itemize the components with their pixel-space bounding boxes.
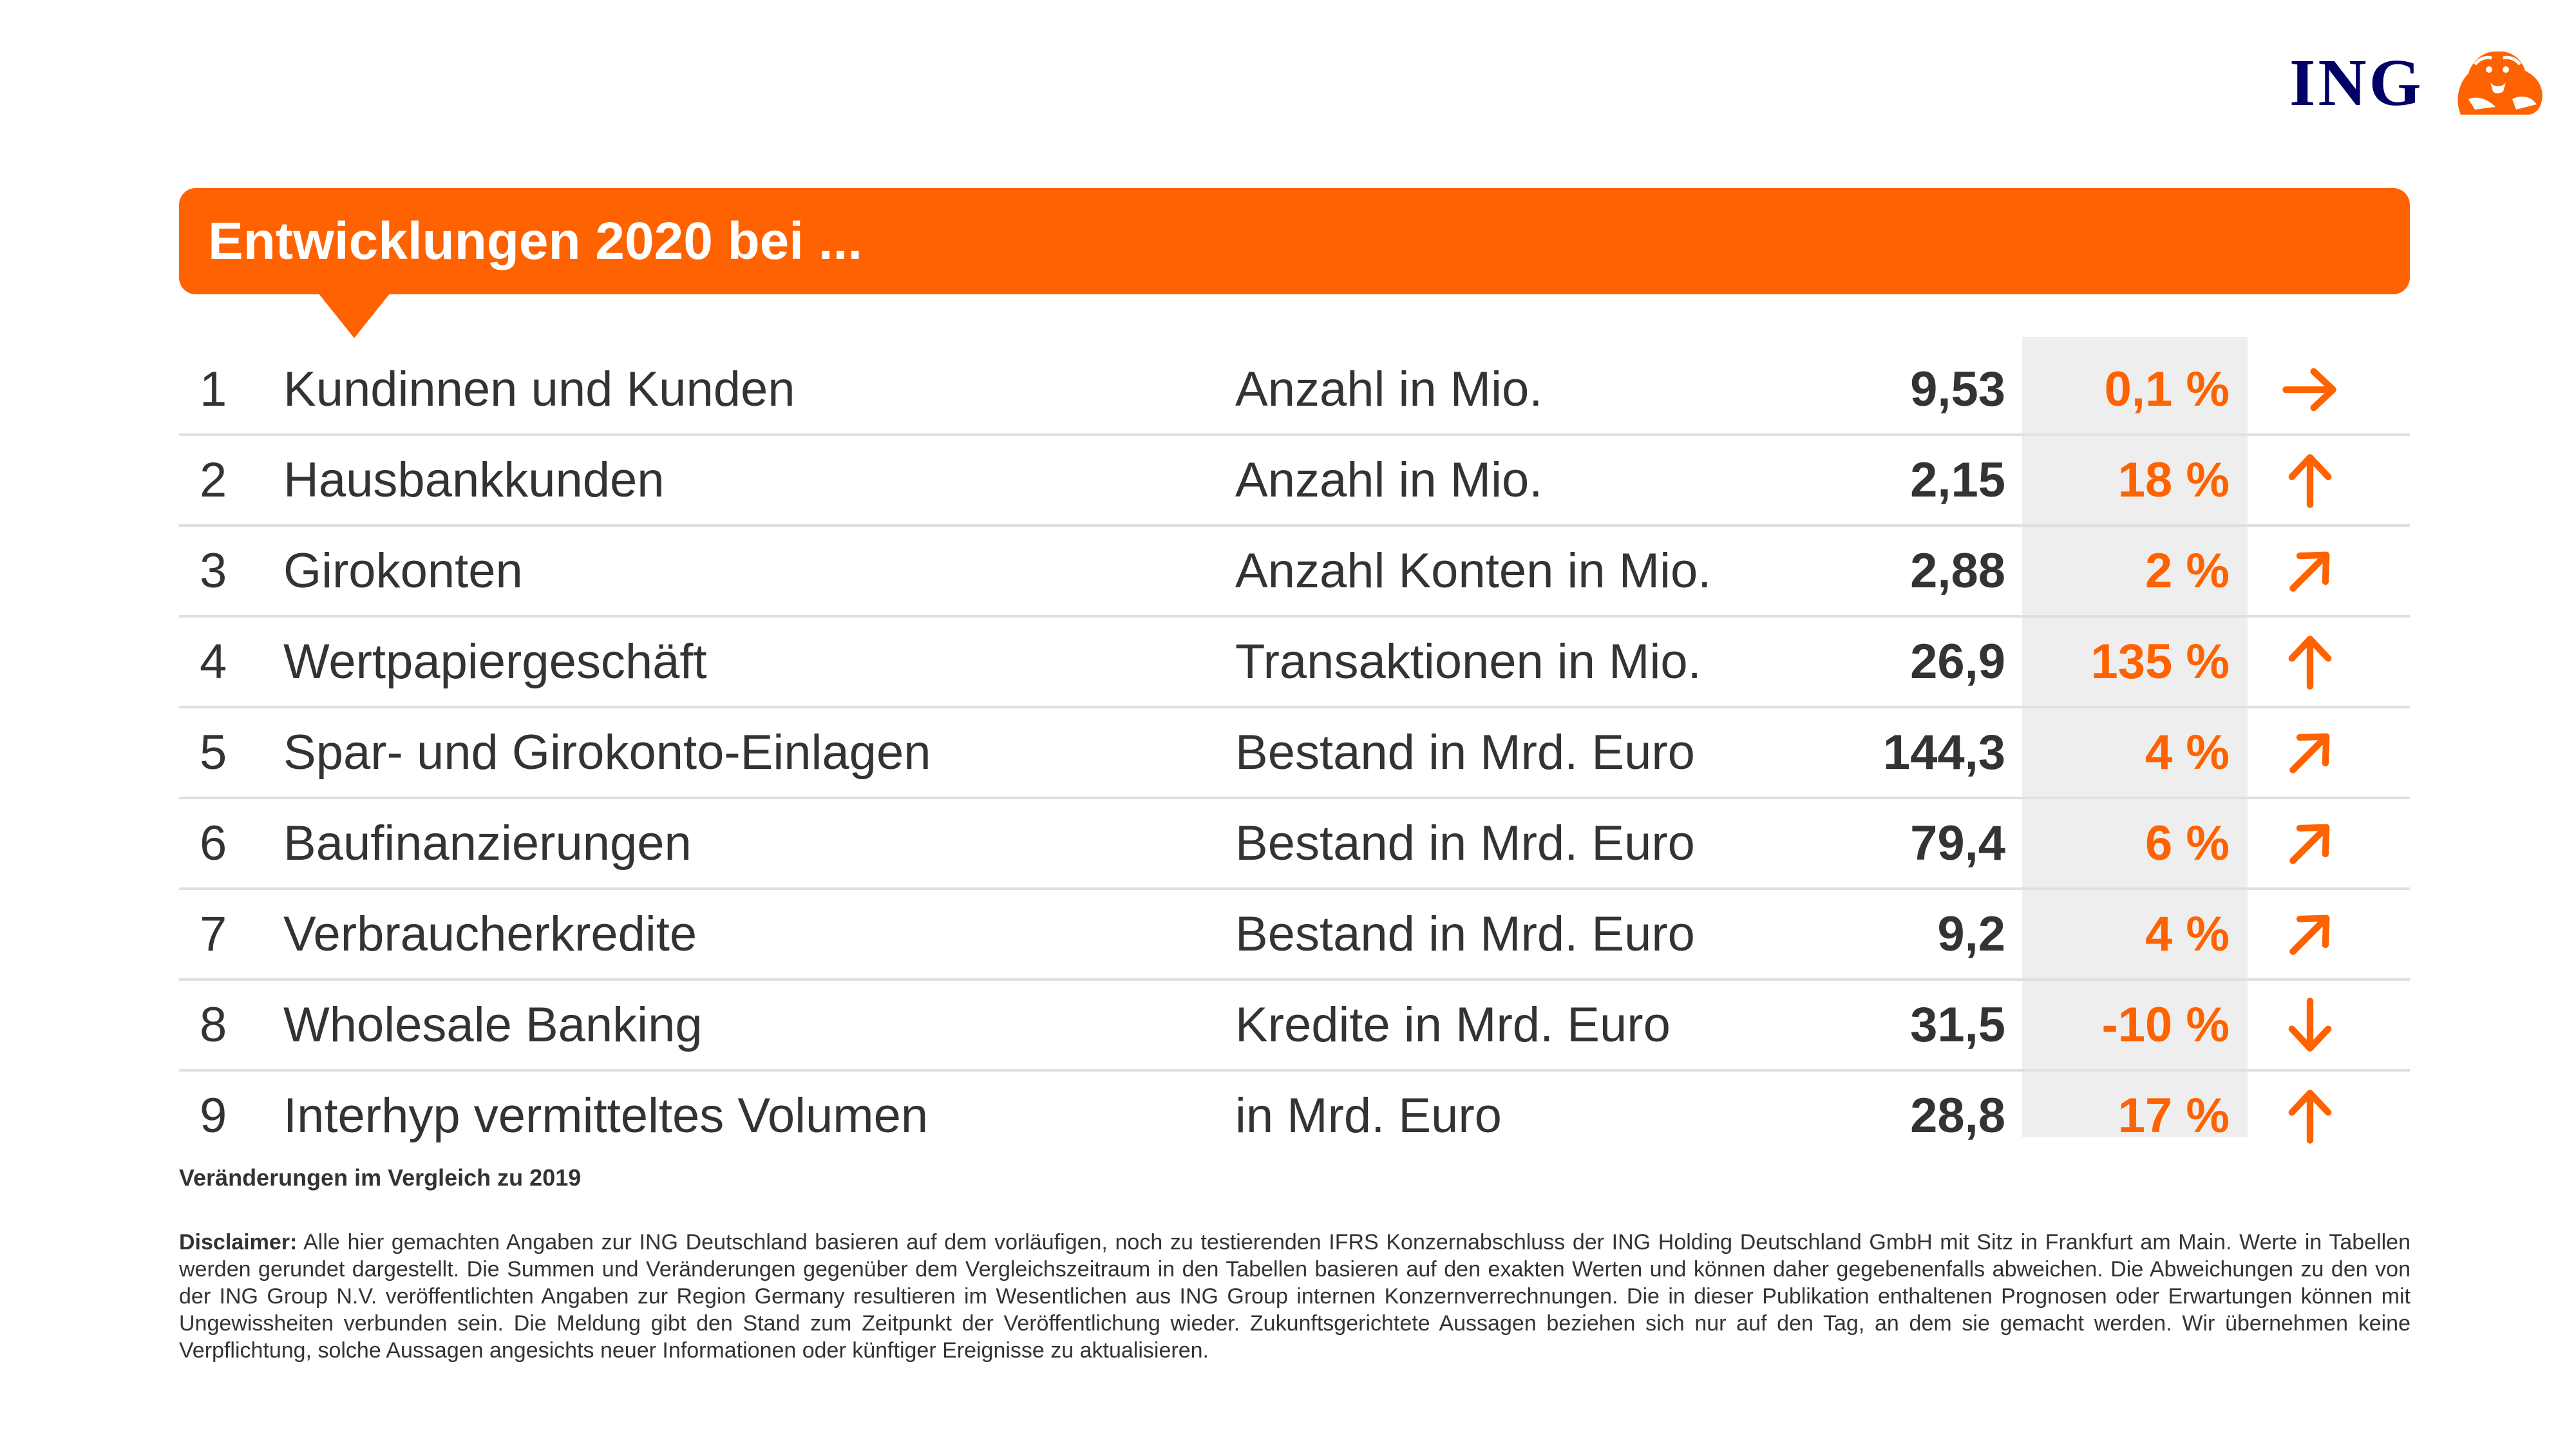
row-value: 28,8 [1910,1088,2005,1143]
developments-table: 1 Kundinnen und Kunden Anzahl in Mio. 9,53 0… [179,345,2410,1160]
row-unit: Bestand in Mrd. Euro [1235,907,1695,961]
comparison-note: Veränderungen im Vergleich zu 2019 [179,1164,582,1191]
table-row: 9 Interhyp vermitteltes Volumen in Mrd. Eu… [179,1072,2410,1160]
table-row: 2 Hausbankkunden Anzahl in Mio. 2,15 18 % [179,436,2410,527]
table-row: 8 Wholesale Banking Kredite in Mrd. Euro 31… [179,981,2410,1072]
row-change: 18 % [2117,453,2230,507]
row-unit: Kredite in Mrd. Euro [1235,998,1671,1052]
row-unit: Anzahl in Mio. [1235,362,1543,417]
table-row: 4 Wertpapiergeschäft Transaktionen in Mio.… [179,618,2410,708]
row-change: 135 % [2090,634,2230,689]
disclaimer-text: Alle hier gemachten Angaben zur ING Deut… [179,1230,2410,1363]
trend-arrow-up-right-icon [2289,824,2330,864]
row-change: 4 % [2145,725,2230,780]
row-label: Spar- und Girokonto-Einlagen [283,725,931,780]
trend-arrow-down-icon [2288,998,2332,1052]
table-row: 5 Spar- und Girokonto-Einlagen Bestand in … [179,708,2410,799]
trend-arrow-up-icon [2288,1090,2332,1144]
row-label: Interhyp vermitteltes Volumen [283,1088,929,1143]
row-label: Verbraucherkredite [283,907,697,961]
banner-pointer [316,290,393,338]
trend-arrow-right-icon [2282,368,2336,412]
trend-arrow-up-icon [2288,454,2332,508]
lion-icon [2458,51,2543,115]
row-label: Hausbankkunden [283,453,665,507]
title-banner: Entwicklungen 2020 bei ... [179,188,2410,294]
page-title: Entwicklungen 2020 bei ... [208,212,863,270]
row-unit: Transaktionen in Mio. [1235,634,1701,689]
trend-arrow-up-icon [2288,636,2332,690]
row-change: 6 % [2145,816,2230,871]
row-label: Wholesale Banking [283,998,703,1052]
row-unit: Bestand in Mrd. Euro [1235,816,1695,871]
row-unit: Anzahl Konten in Mio. [1235,544,1712,598]
row-value: 2,15 [1910,453,2005,507]
row-value: 26,9 [1910,634,2005,689]
row-change: 17 % [2117,1088,2230,1143]
row-label: Baufinanzierungen [283,816,692,871]
row-unit: Anzahl in Mio. [1235,453,1543,507]
row-value: 144,3 [1882,725,2005,780]
row-change: 4 % [2145,907,2230,961]
row-number: 8 [200,998,227,1052]
trend-arrow-up-right-icon [2289,551,2330,592]
row-number: 2 [200,453,227,507]
row-change: 0,1 % [2104,362,2230,417]
row-unit: Bestand in Mrd. Euro [1235,725,1695,780]
change-column-background [2022,337,2248,1137]
row-number: 4 [200,634,227,689]
row-value: 9,53 [1910,362,2005,417]
row-unit: in Mrd. Euro [1235,1088,1502,1143]
table-row: 7 Verbraucherkredite Bestand in Mrd. Euro 9… [179,890,2410,981]
row-number: 5 [200,725,227,780]
logo-wordmark: ING [2289,46,2424,120]
row-value: 79,4 [1910,816,2005,871]
row-number: 9 [200,1088,227,1143]
table-row: 1 Kundinnen und Kunden Anzahl in Mio. 9,53 0… [179,345,2410,436]
row-label: Wertpapiergeschäft [283,634,707,689]
trend-arrow-up-right-icon [2289,914,2330,955]
row-number: 6 [200,816,227,871]
ing-logo: ING [2289,45,2547,122]
table-row: 3 Girokonten Anzahl Konten in Mio. 2,88 2 % [179,527,2410,618]
row-number: 1 [200,362,227,417]
row-label: Kundinnen und Kunden [283,362,795,417]
row-number: 3 [200,544,227,598]
disclaimer: Disclaimer: Alle hier gemachten Angaben … [179,1229,2410,1364]
row-value: 9,2 [1937,907,2005,961]
row-number: 7 [200,907,227,961]
row-value: 31,5 [1910,998,2005,1052]
trend-arrow-up-right-icon [2289,733,2330,773]
row-label: Girokonten [283,544,523,598]
row-value: 2,88 [1910,544,2005,598]
table-row: 6 Baufinanzierungen Bestand in Mrd. Euro 79… [179,799,2410,890]
row-change: -10 % [2101,998,2230,1052]
disclaimer-label: Disclaimer: [179,1230,298,1255]
row-change: 2 % [2145,544,2230,598]
